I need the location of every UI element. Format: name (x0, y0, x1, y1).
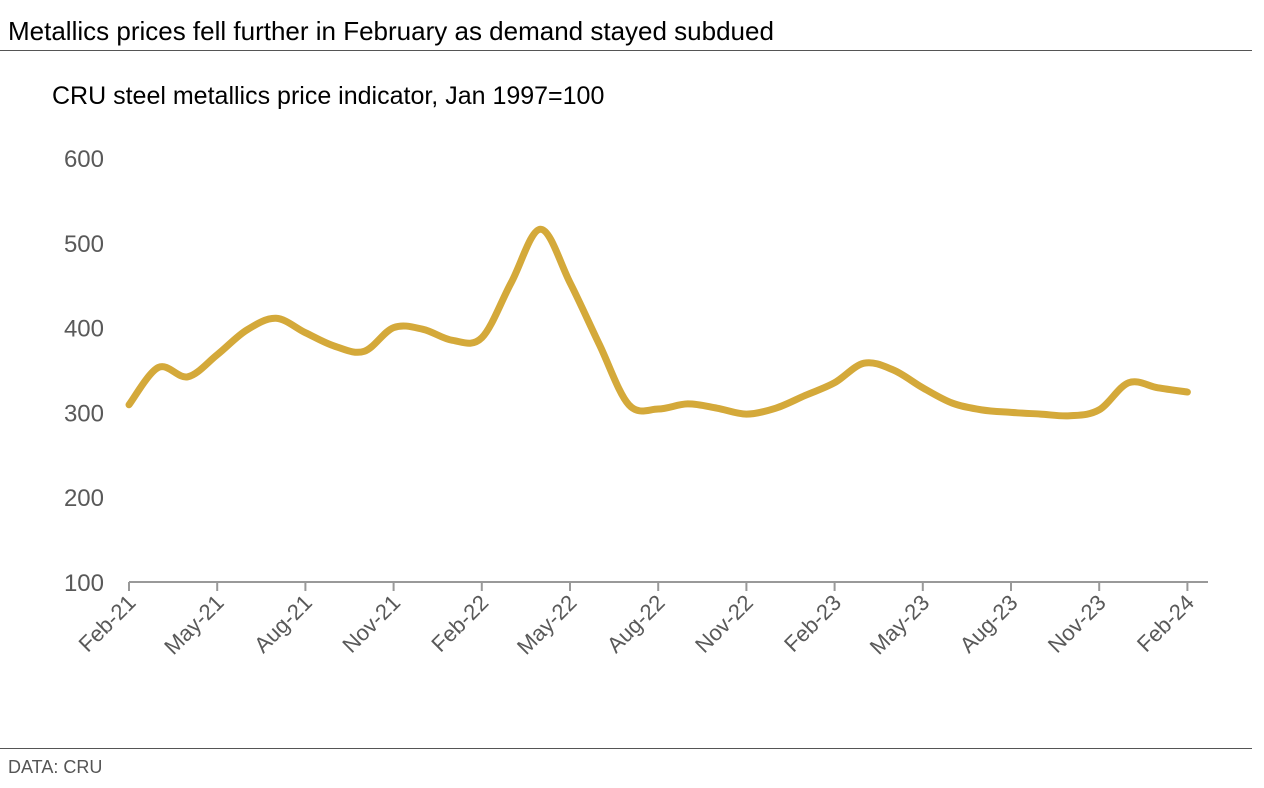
x-tick-label: May-23 (865, 590, 935, 660)
footer-divider (0, 748, 1252, 749)
x-tick-label: Feb-23 (779, 590, 846, 657)
x-tick-label: Feb-21 (74, 590, 141, 657)
y-tick-label: 500 (64, 231, 104, 258)
x-tick-label: Nov-23 (1043, 590, 1111, 658)
x-tick-label: Aug-22 (602, 590, 670, 658)
chart-subtitle: CRU steel metallics price indicator, Jan… (52, 82, 605, 110)
x-tick-label: Feb-24 (1132, 590, 1199, 657)
y-tick-label: 600 (64, 146, 104, 173)
y-tick-label: 400 (64, 316, 104, 343)
x-tick-label: Nov-21 (337, 590, 405, 658)
x-tick-label: Nov-22 (690, 590, 758, 658)
x-tick-label: Aug-23 (955, 590, 1023, 658)
y-tick-label: 300 (64, 400, 104, 427)
x-tick-label: May-21 (159, 590, 229, 660)
data-series-line (125, 225, 1191, 420)
y-tick-label: 200 (64, 485, 104, 512)
x-tick-label: Aug-21 (249, 590, 317, 658)
title-divider (0, 50, 1252, 51)
y-tick-label: 100 (64, 570, 104, 597)
x-tick-label: Feb-22 (426, 590, 493, 657)
x-tick-label: May-22 (512, 590, 582, 660)
chart-title: Metallics prices fell further in Februar… (8, 16, 774, 46)
source-note: DATA: CRU (8, 757, 103, 777)
